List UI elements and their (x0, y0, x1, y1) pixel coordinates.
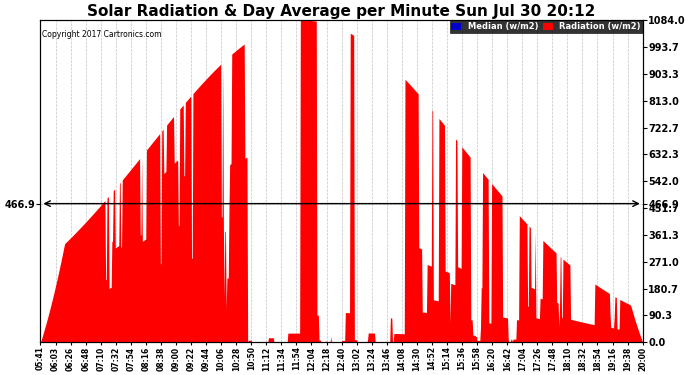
Text: Copyright 2017 Cartronics.com: Copyright 2017 Cartronics.com (41, 30, 161, 39)
Legend: Median (w/m2), Radiation (w/m2): Median (w/m2), Radiation (w/m2) (450, 20, 642, 33)
Title: Solar Radiation & Day Average per Minute Sun Jul 30 20:12: Solar Radiation & Day Average per Minute… (88, 4, 595, 19)
